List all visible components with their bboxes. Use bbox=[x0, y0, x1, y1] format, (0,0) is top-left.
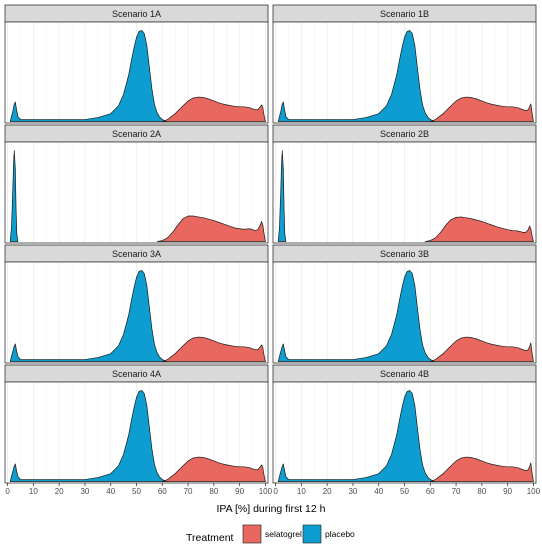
x-tick-label: 40 bbox=[106, 487, 115, 496]
density-area-selatogrel bbox=[424, 216, 534, 242]
panel-border bbox=[4, 261, 269, 364]
density-area-placebo bbox=[277, 270, 436, 362]
panel-border bbox=[272, 141, 537, 244]
x-tick-label: 70 bbox=[184, 487, 193, 496]
legend-label-selatogrel: selatogrel bbox=[265, 529, 302, 539]
density-area-selatogrel bbox=[429, 96, 534, 122]
x-tick-label: 0 bbox=[5, 487, 10, 496]
panel-title: Scenario 1B bbox=[380, 9, 429, 19]
density-area-selatogrel bbox=[429, 456, 534, 482]
x-tick-label: 80 bbox=[209, 487, 218, 496]
density-area-placebo bbox=[9, 270, 168, 362]
density-area-selatogrel bbox=[156, 215, 266, 242]
x-axis-title: IPA [%] during first 12 h bbox=[217, 503, 326, 515]
panel-7: Scenario 4A bbox=[4, 364, 269, 484]
panel-1: Scenario 1A bbox=[4, 4, 269, 124]
density-area-placebo bbox=[9, 150, 19, 242]
panel-title: Scenario 4B bbox=[380, 369, 429, 379]
density-area-placebo bbox=[277, 390, 436, 482]
x-tick-label: 70 bbox=[452, 487, 461, 496]
density-area-placebo bbox=[277, 150, 287, 242]
x-tick-label: 60 bbox=[158, 487, 167, 496]
x-tick-label: 20 bbox=[55, 487, 64, 496]
density-area-selatogrel bbox=[429, 336, 534, 362]
x-tick-label: 30 bbox=[348, 487, 357, 496]
panel-title: Scenario 3B bbox=[380, 249, 429, 259]
x-tick-label: 100 bbox=[259, 487, 273, 496]
panel-3: Scenario 2A bbox=[4, 124, 269, 244]
x-tick-label: 50 bbox=[400, 487, 409, 496]
panel-title: Scenario 3A bbox=[112, 249, 161, 259]
facet-panels: Scenario 1A Scenario 1B Scenario 2A Scenari… bbox=[4, 4, 537, 484]
x-tick-label: 0 bbox=[273, 487, 278, 496]
density-area-placebo bbox=[9, 390, 168, 482]
legend-title: Treatment bbox=[186, 532, 234, 544]
panel-border bbox=[4, 21, 269, 124]
panel-title: Scenario 4A bbox=[112, 369, 161, 379]
legend-key-placebo bbox=[302, 524, 322, 544]
x-axis: 0 10 20 30 40 50 60 70 80 90 100 bbox=[273, 483, 541, 496]
x-tick-label: 10 bbox=[29, 487, 38, 496]
x-tick-label: 20 bbox=[323, 487, 332, 496]
density-area-selatogrel bbox=[161, 336, 266, 362]
legend: Treatment selatogrel placebo bbox=[186, 524, 355, 544]
x-tick-label: 90 bbox=[503, 487, 512, 496]
panel-title: Scenario 2B bbox=[380, 129, 429, 139]
panel-border bbox=[272, 21, 537, 124]
x-axis: 0 10 20 30 40 50 60 70 80 90 100 bbox=[5, 483, 273, 496]
panel-title: Scenario 1A bbox=[112, 9, 161, 19]
density-area-selatogrel bbox=[161, 96, 266, 122]
density-area-selatogrel bbox=[161, 456, 266, 482]
x-tick-label: 100 bbox=[527, 487, 541, 496]
x-tick-label: 30 bbox=[80, 487, 89, 496]
density-area-placebo bbox=[9, 30, 168, 122]
x-tick-label: 10 bbox=[297, 487, 306, 496]
panel-6: Scenario 3B bbox=[272, 244, 537, 364]
x-tick-label: 60 bbox=[426, 487, 435, 496]
panel-title: Scenario 2A bbox=[112, 129, 161, 139]
x-axes: 0 10 20 30 40 50 60 70 80 90 100 0 10 20 30 40 50 60 70 80 9… bbox=[5, 483, 541, 496]
panel-border bbox=[4, 141, 269, 244]
panel-8: Scenario 4B bbox=[272, 364, 537, 484]
legend-key-selatogrel bbox=[242, 524, 262, 544]
panel-5: Scenario 3A bbox=[4, 244, 269, 364]
x-tick-label: 50 bbox=[132, 487, 141, 496]
x-tick-label: 90 bbox=[235, 487, 244, 496]
panel-2: Scenario 1B bbox=[272, 4, 537, 124]
x-tick-label: 40 bbox=[374, 487, 383, 496]
panel-border bbox=[272, 261, 537, 364]
panel-4: Scenario 2B bbox=[272, 124, 537, 244]
legend-label-placebo: placebo bbox=[325, 529, 355, 539]
x-tick-label: 80 bbox=[477, 487, 486, 496]
density-area-placebo bbox=[277, 30, 436, 122]
